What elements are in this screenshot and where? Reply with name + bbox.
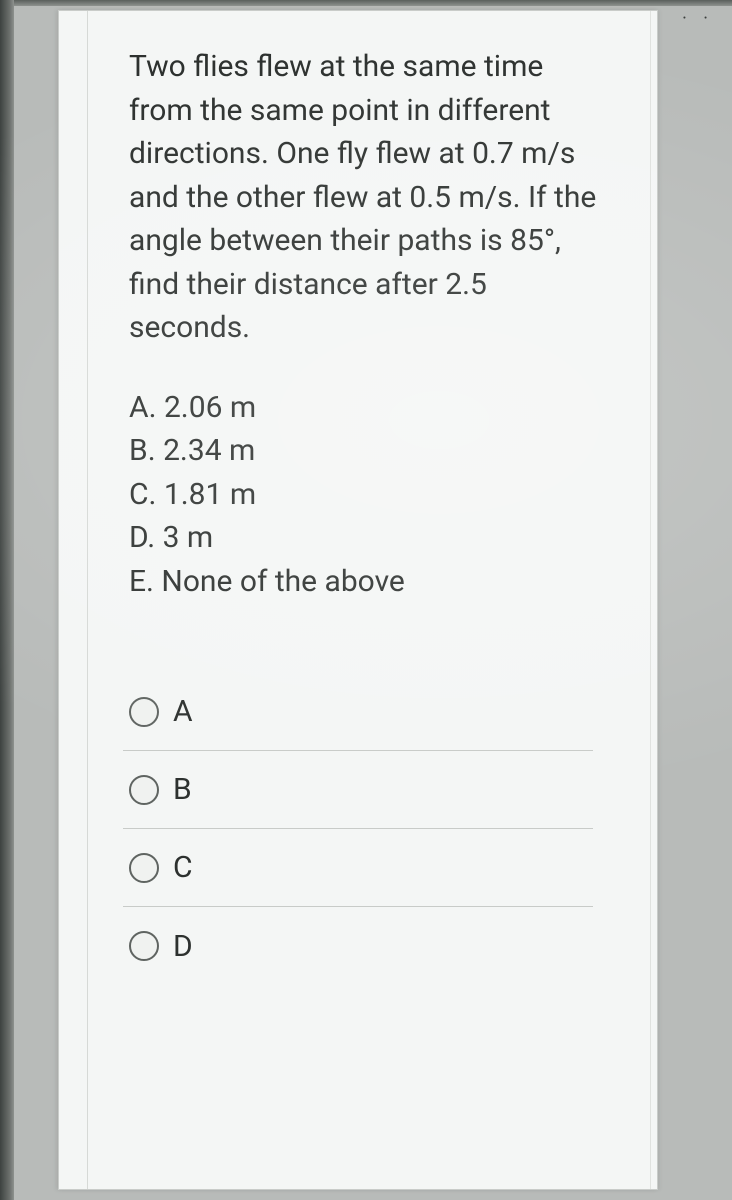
radio-group: A B C D	[123, 673, 593, 985]
margin-rule-right	[650, 11, 651, 1189]
answer-letter: A.	[129, 390, 156, 425]
question-content: Two flies flew at the same time from the…	[129, 45, 607, 985]
answer-choice: A. 2.06 m	[129, 386, 607, 430]
answer-choices-list: A. 2.06 m B. 2.34 m C. 1.81 m D. 3 m E. …	[129, 386, 607, 604]
answer-letter: E.	[129, 564, 154, 599]
monitor-bezel-top	[0, 0, 732, 6]
radio-label: A	[173, 694, 193, 729]
monitor-bezel-left	[0, 0, 14, 1200]
radio-icon	[129, 697, 159, 727]
answer-choice: E. None of the above	[129, 560, 607, 604]
radio-label: B	[173, 772, 192, 807]
radio-option-c[interactable]: C	[123, 829, 593, 907]
answer-text: 1.81 m	[164, 477, 256, 512]
answer-text: 2.34 m	[163, 433, 255, 468]
answer-letter: B.	[129, 433, 156, 468]
answer-choice: D. 3 m	[129, 516, 607, 560]
radio-label: D	[173, 929, 193, 964]
answer-letter: D.	[129, 520, 155, 555]
margin-rule-left	[87, 11, 88, 1189]
answer-letter: C.	[129, 477, 156, 512]
radio-option-a[interactable]: A	[123, 673, 593, 751]
answer-text: 2.06 m	[164, 390, 256, 425]
question-card: Two flies flew at the same time from the…	[58, 10, 658, 1190]
radio-option-b[interactable]: B	[123, 751, 593, 829]
answer-choice: C. 1.81 m	[129, 473, 607, 517]
answer-text: 3 m	[163, 520, 214, 555]
radio-option-d[interactable]: D	[123, 907, 593, 985]
answer-text: None of the above	[161, 564, 404, 599]
radio-icon	[129, 853, 159, 883]
radio-icon	[129, 931, 159, 961]
radio-label: C	[173, 850, 193, 885]
radio-icon	[129, 775, 159, 805]
window-dots-icon: · ·	[682, 8, 714, 29]
answer-choice: B. 2.34 m	[129, 429, 607, 473]
question-text: Two flies flew at the same time from the…	[129, 45, 607, 350]
